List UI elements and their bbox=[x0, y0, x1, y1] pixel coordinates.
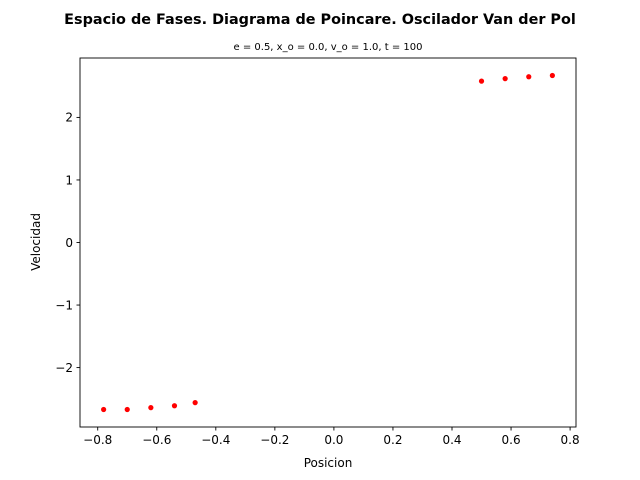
data-point bbox=[502, 76, 508, 82]
x-tick-label: 0.2 bbox=[383, 433, 402, 447]
data-point bbox=[101, 406, 107, 413]
x-tick-label: 0.0 bbox=[324, 433, 343, 447]
chart-subtitle: e = 0.5, x_o = 0.0, v_o = 1.0, t = 100 bbox=[234, 42, 423, 53]
x-tick-label: 0.6 bbox=[502, 433, 521, 447]
x-tick-label: −0.4 bbox=[201, 433, 230, 447]
x-tick-label: −0.8 bbox=[83, 433, 112, 447]
x-tick-label: −0.2 bbox=[260, 433, 289, 447]
data-point bbox=[549, 72, 555, 79]
data-point bbox=[171, 403, 178, 409]
data-point bbox=[526, 74, 532, 80]
y-axis-ticks: −2 −1 0 1 2 bbox=[55, 111, 80, 375]
data-point bbox=[478, 78, 485, 84]
plot-frame bbox=[79, 57, 577, 428]
y-axis-label: Velocidad bbox=[29, 213, 43, 271]
x-axis-label: Posicion bbox=[304, 456, 353, 470]
data-points bbox=[101, 72, 555, 413]
y-tick-label: 0 bbox=[65, 236, 73, 250]
data-point bbox=[192, 400, 198, 406]
x-tick-label: 0.8 bbox=[561, 433, 580, 447]
chart-title: Espacio de Fases. Diagrama de Poincare. … bbox=[64, 12, 576, 28]
x-tick-label: −0.6 bbox=[142, 433, 171, 447]
x-tick-label: 0.4 bbox=[442, 433, 461, 447]
data-point bbox=[124, 406, 130, 413]
y-tick-label: 1 bbox=[65, 173, 73, 187]
y-tick-label: −2 bbox=[55, 361, 73, 375]
data-point bbox=[148, 405, 154, 411]
y-tick-label: 2 bbox=[65, 111, 73, 125]
y-tick-label: −1 bbox=[55, 298, 73, 312]
x-axis-ticks: −0.8 −0.6 −0.4 −0.2 0.0 0.2 0.4 0.6 0.8 bbox=[83, 427, 580, 447]
